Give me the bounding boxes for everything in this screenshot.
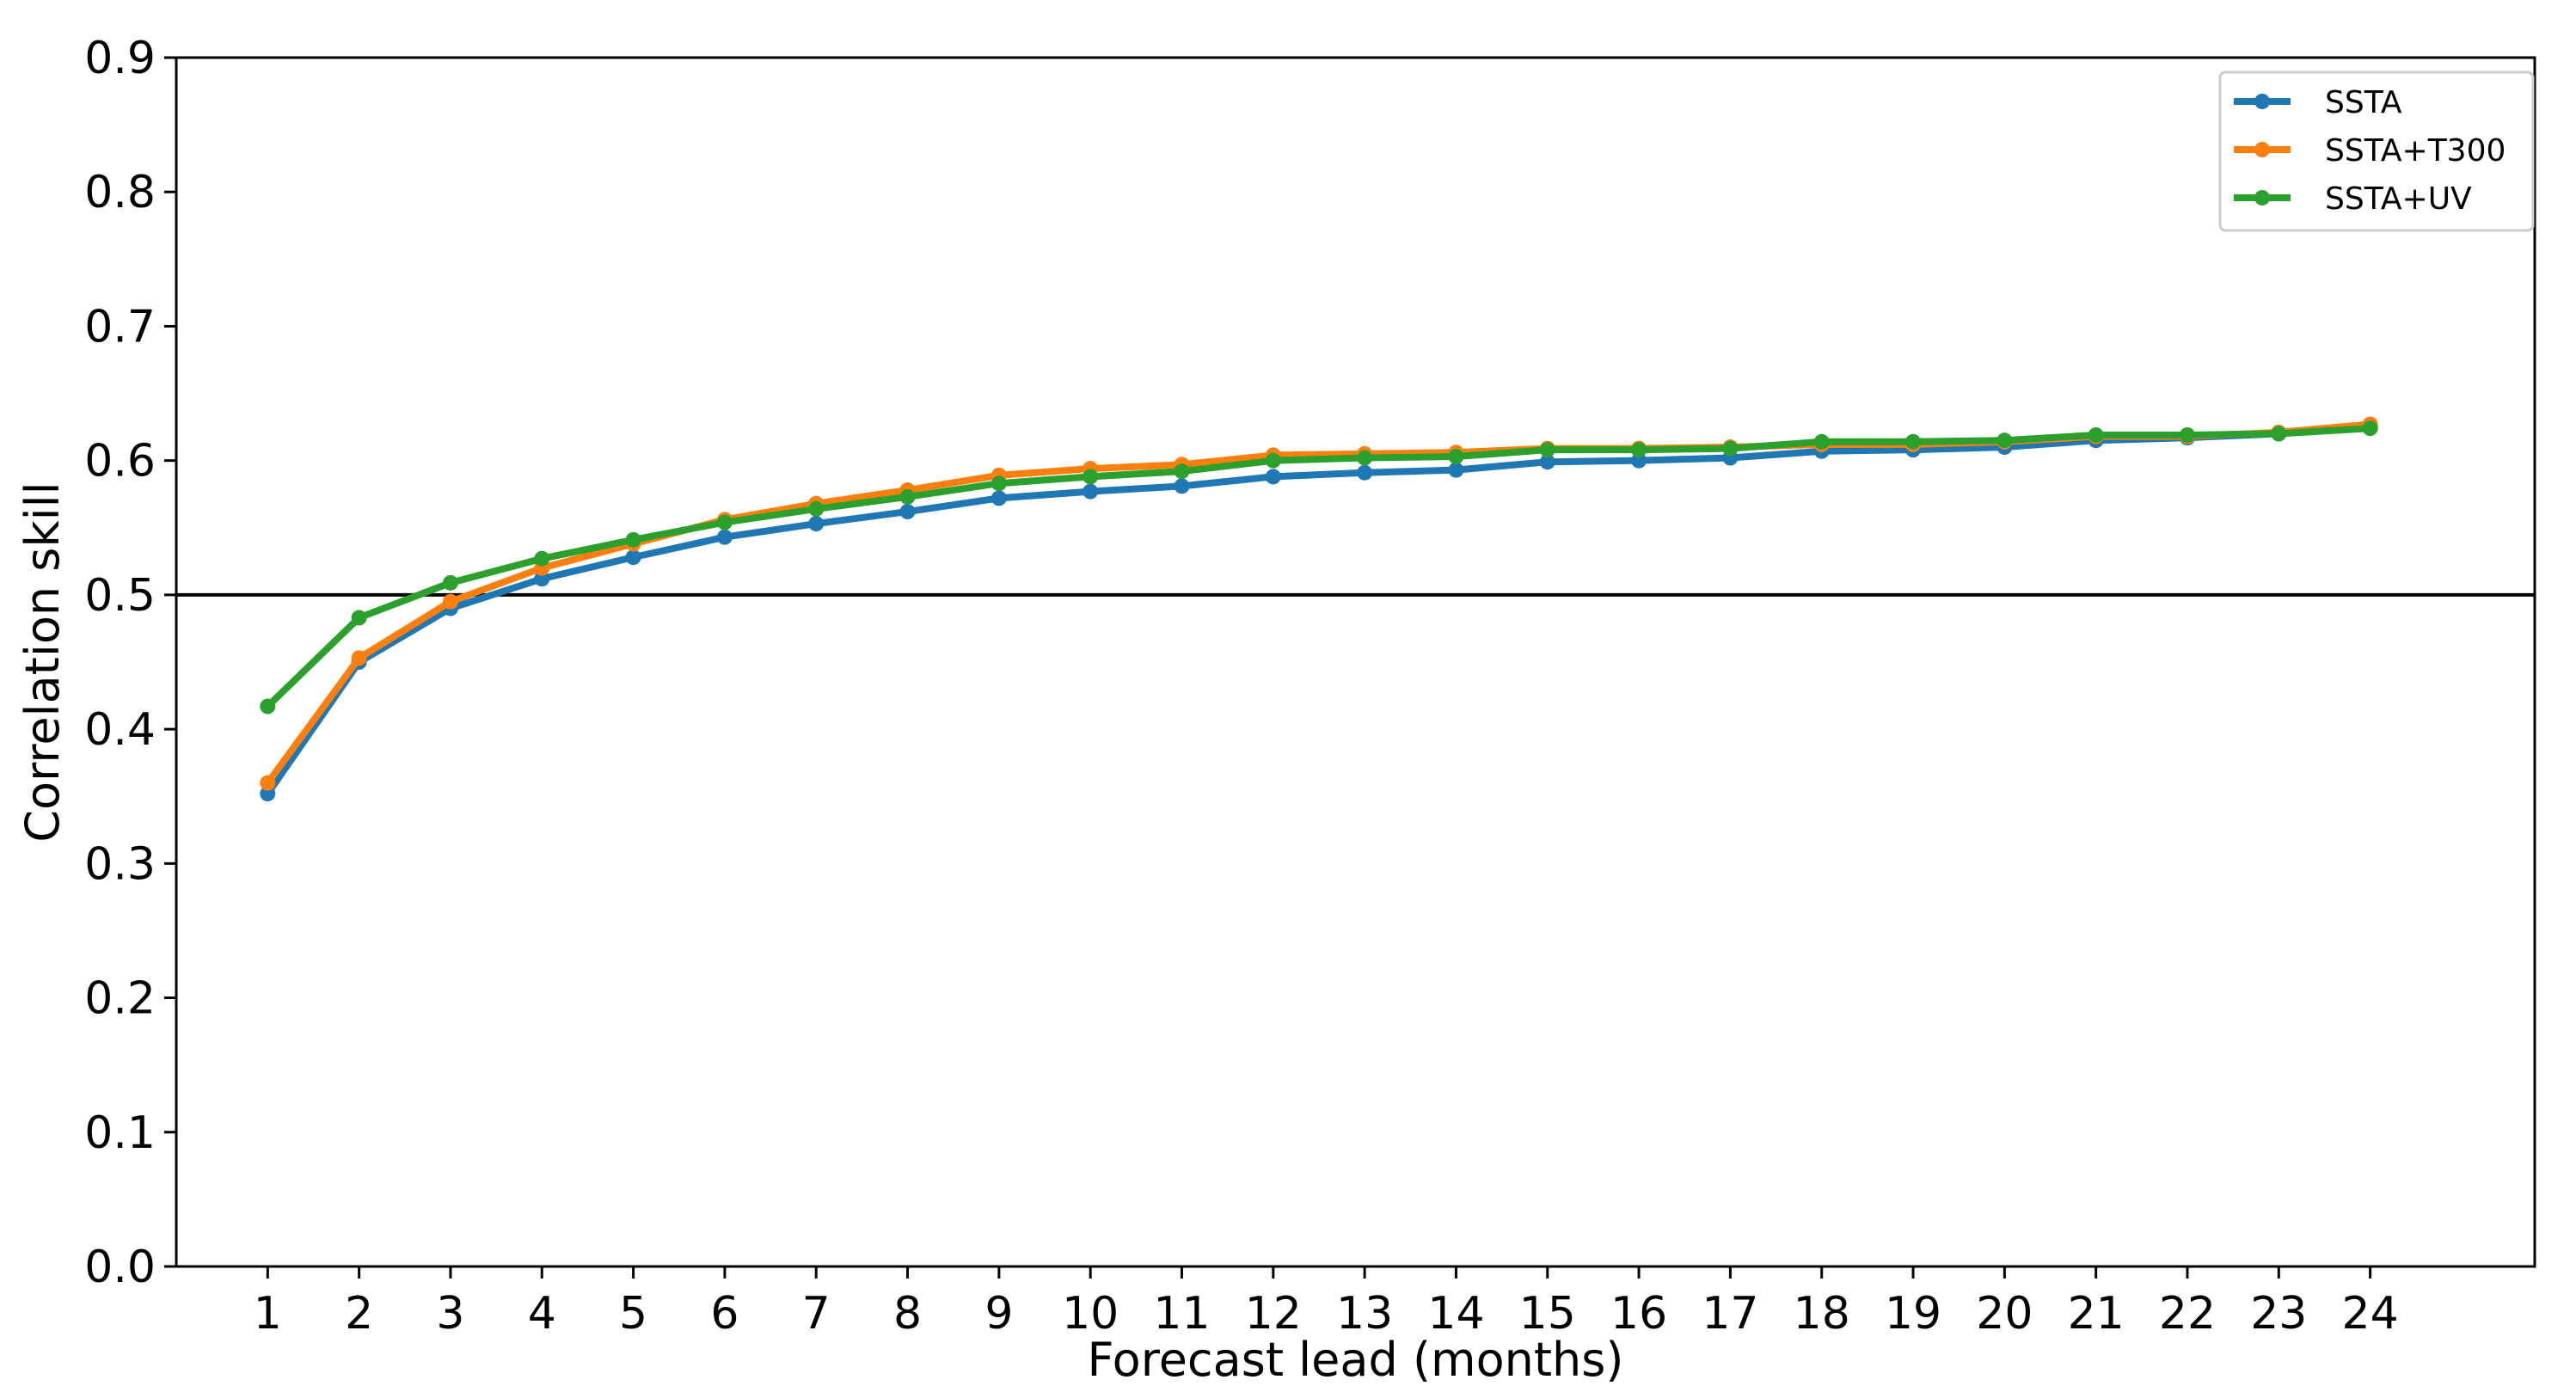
y-tick-label: 0.2 [84, 973, 156, 1025]
x-tick-label: 15 [1519, 1288, 1576, 1340]
legend-marker [2254, 142, 2270, 157]
data-point [1083, 483, 1099, 500]
data-point [716, 529, 733, 545]
y-tick-label: 0.6 [84, 436, 156, 488]
legend-label: SSTA [2325, 85, 2402, 120]
y-tick-label: 0.1 [84, 1107, 156, 1159]
data-point [260, 775, 276, 791]
data-point [2362, 420, 2378, 437]
data-point [534, 550, 550, 567]
x-tick-label: 20 [1976, 1288, 2033, 1340]
data-point [1265, 469, 1281, 485]
data-point [2271, 426, 2287, 442]
y-tick-label: 0.3 [84, 838, 156, 890]
x-axis-title: Forecast lead (months) [1088, 1333, 1624, 1387]
x-tick-label: 18 [1794, 1288, 1850, 1340]
data-point [442, 574, 458, 591]
y-tick-label: 0.7 [84, 301, 156, 353]
y-tick-label: 0.5 [84, 570, 156, 622]
legend-label: SSTA+UV [2325, 181, 2472, 217]
legend-item: SSTA [2234, 85, 2402, 120]
data-point [991, 490, 1007, 506]
data-point [1631, 452, 1647, 469]
x-tick-label: 7 [802, 1288, 831, 1340]
x-tick-label: 11 [1153, 1288, 1210, 1340]
data-point [1996, 432, 2013, 449]
series-line [265, 425, 2371, 709]
data-point [534, 571, 550, 587]
x-tick-label: 16 [1610, 1288, 1667, 1340]
data-point [260, 786, 276, 802]
series-line [265, 423, 2371, 796]
data-point [899, 504, 916, 520]
data-point [260, 698, 276, 714]
data-point [1174, 478, 1190, 494]
data-point [625, 531, 641, 548]
legend-label: SSTA+T300 [2325, 133, 2505, 169]
x-tick-label: 23 [2250, 1288, 2307, 1340]
x-tick-label: 21 [2068, 1288, 2125, 1340]
legend-box [2218, 71, 2535, 232]
x-tick-label: 9 [984, 1288, 1013, 1340]
data-point [625, 549, 641, 566]
x-tick-label: 22 [2159, 1288, 2216, 1340]
data-point [1174, 463, 1190, 480]
plot-frame [175, 56, 2536, 1268]
y-axis-title: Correlation skill [15, 481, 70, 842]
data-point [2179, 426, 2195, 443]
x-tick-label: 19 [1885, 1288, 1941, 1340]
data-point [1722, 440, 1739, 457]
data-point [1357, 464, 1373, 481]
data-point [442, 593, 458, 610]
plot-layer [176, 416, 2535, 802]
y-tick-label: 0.4 [84, 704, 156, 756]
x-tick-label: 8 [893, 1288, 922, 1340]
data-point [1813, 433, 1830, 450]
x-tick-label: 17 [1702, 1288, 1758, 1340]
x-tick-label: 1 [254, 1288, 282, 1340]
x-tick-label: 12 [1245, 1288, 1302, 1340]
y-tick-label: 0.8 [84, 167, 156, 218]
x-tick-label: 14 [1427, 1288, 1484, 1340]
data-point [351, 650, 367, 666]
data-point [716, 514, 733, 530]
x-tick-label: 3 [436, 1288, 464, 1340]
data-point [1448, 462, 1464, 478]
ticks-layer: 0.00.10.20.30.40.50.60.70.80.91 2 3 4 5 6 7 8 9 1… [84, 33, 2398, 1340]
data-point [2088, 426, 2104, 443]
series-2 [260, 420, 2378, 714]
legend-marker [2254, 190, 2270, 205]
x-tick-label: 10 [1062, 1288, 1119, 1340]
data-point [1905, 433, 1922, 450]
data-point [808, 500, 825, 517]
data-point [1083, 469, 1099, 485]
data-point [899, 488, 916, 505]
legend-item: SSTA+T300 [2234, 133, 2505, 169]
data-point [1357, 450, 1373, 466]
data-point [991, 475, 1007, 492]
data-point [1265, 452, 1281, 469]
x-tick-label: 2 [345, 1288, 373, 1340]
legend: SSTA SSTA+T300 SSTA+UV [2218, 71, 2535, 232]
data-point [1539, 442, 1555, 458]
legend-item: SSTA+UV [2234, 181, 2472, 217]
data-point [1631, 442, 1647, 458]
y-tick-label: 0.0 [84, 1242, 156, 1293]
data-point [808, 516, 825, 532]
x-tick-label: 5 [619, 1288, 647, 1340]
x-tick-label: 13 [1336, 1288, 1393, 1340]
y-tick-label: 0.9 [84, 33, 156, 84]
data-point [351, 610, 367, 626]
x-tick-label: 24 [2342, 1288, 2399, 1340]
x-tick-label: 6 [710, 1288, 739, 1340]
x-tick-label: 4 [528, 1288, 556, 1340]
data-point [1448, 448, 1464, 464]
data-point [1539, 454, 1555, 470]
legend-marker [2254, 94, 2270, 109]
